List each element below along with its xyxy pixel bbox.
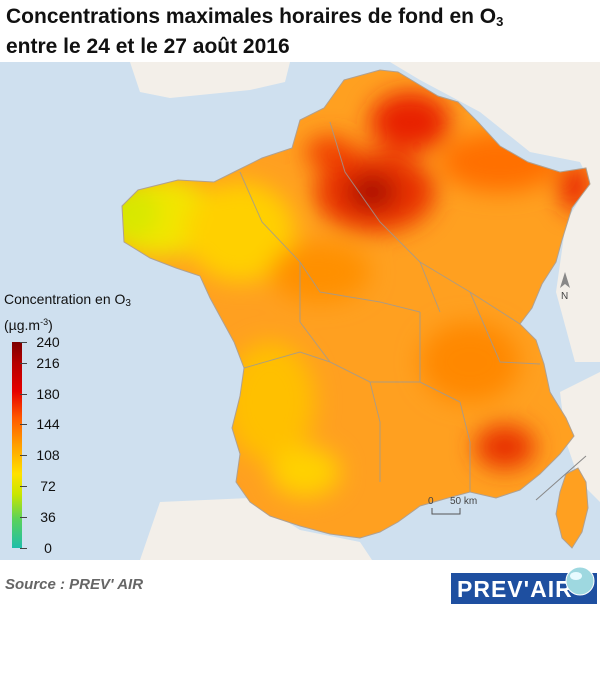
north-arrow: N <box>560 272 570 302</box>
legend-tick-mark <box>20 455 27 457</box>
neighbour-north-east <box>390 62 600 362</box>
corsica <box>555 467 589 549</box>
map-title: Concentrations maximales horaires de fon… <box>6 4 596 59</box>
legend-title: Concentration en O3 (µg.m-3) <box>4 291 131 333</box>
legend-tick-mark <box>20 548 27 549</box>
legend-tick-mark <box>20 393 27 395</box>
legend-tick-mark <box>20 424 27 426</box>
logo-text: PREV'AIR <box>457 576 573 602</box>
legend-tick-mark <box>20 486 27 488</box>
region-boundaries <box>239 121 541 492</box>
source-credit: Source : PREV' AIR <box>5 576 144 593</box>
svg-text:0: 0 <box>428 496 434 507</box>
neighbour-uk <box>130 62 290 98</box>
corsica-inset-line <box>535 455 587 501</box>
title-line1: Concentrations maximales horaires de fon… <box>6 5 504 29</box>
globe-icon <box>565 566 595 596</box>
scale-bar: 0 50 km <box>428 496 477 515</box>
legend-tick-label: 216 <box>36 354 60 371</box>
legend-tick-mark <box>20 517 27 519</box>
legend-tick-label: 72 <box>40 478 56 495</box>
neighbour-spain <box>140 498 372 560</box>
legend-tick-label: 180 <box>36 385 60 402</box>
france-outline <box>121 69 591 539</box>
legend-tick-label: 240 <box>36 334 60 350</box>
legend-tick-label: 36 <box>40 509 56 526</box>
neighbour-italy <box>560 372 600 502</box>
map-svg: N 0 50 km <box>0 62 600 560</box>
legend-tick-mark <box>20 342 27 343</box>
legend-tick-label: 144 <box>36 416 60 433</box>
svg-text:N: N <box>561 291 568 302</box>
prevair-logo: PREV'AIR <box>451 566 597 604</box>
legend-colorbar <box>12 342 22 548</box>
legend-tick-label: 0 <box>44 540 52 556</box>
title-line2: entre le 24 et le 27 août 2016 <box>6 35 290 58</box>
legend-tick-label: 108 <box>36 447 60 464</box>
ozone-map: N 0 50 km <box>0 62 600 560</box>
legend-tick-mark <box>20 362 27 364</box>
svg-text:50 km: 50 km <box>450 496 477 507</box>
